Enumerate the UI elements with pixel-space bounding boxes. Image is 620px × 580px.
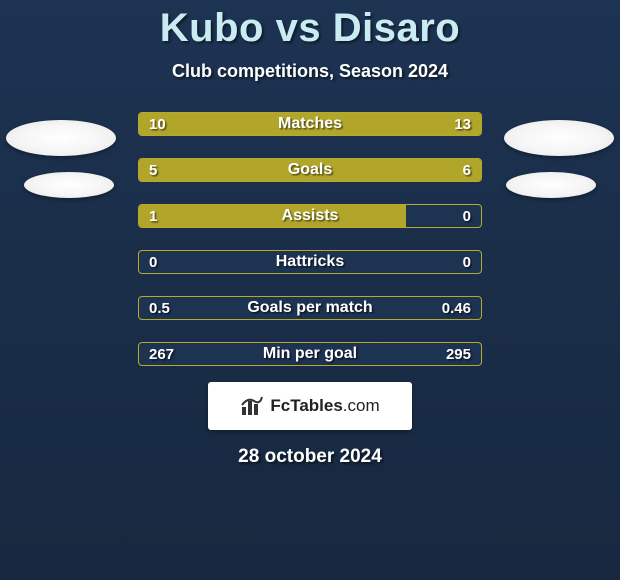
page-title: Kubo vs Disaro xyxy=(0,0,620,51)
stat-value-right: 0 xyxy=(453,205,481,227)
stat-metric-label: Hattricks xyxy=(139,251,481,273)
stat-value-right: 6 xyxy=(453,159,481,181)
stat-value-right: 0.46 xyxy=(432,297,481,319)
brand-text-light: .com xyxy=(343,396,380,415)
stat-value-left: 10 xyxy=(139,113,176,135)
stat-row: 1013Matches xyxy=(138,112,482,136)
player-right-avatar-2 xyxy=(506,172,596,198)
stat-fill-left xyxy=(139,205,406,227)
stat-value-left: 267 xyxy=(139,343,184,365)
brand-text-strong: FcTables xyxy=(270,396,342,415)
stat-value-right: 295 xyxy=(436,343,481,365)
stat-row: 0 0Hattricks xyxy=(138,250,482,274)
comparison-stage: 1013Matches56Goals10Assists00Hattricks0.… xyxy=(0,112,620,468)
page-subtitle: Club competitions, Season 2024 xyxy=(0,61,620,82)
footer-date: 28 october 2024 xyxy=(0,446,620,468)
player-left-avatar-2 xyxy=(24,172,114,198)
stat-value-left: 1 xyxy=(139,205,167,227)
stat-value-right: 0 xyxy=(453,251,481,273)
brand-text: FcTables.com xyxy=(270,396,379,416)
stat-bars: 1013Matches56Goals10Assists00Hattricks0.… xyxy=(138,112,482,366)
player-left-avatar xyxy=(6,120,116,156)
stat-value-left: 0 xyxy=(139,251,167,273)
stat-row: 267 295Min per goal xyxy=(138,342,482,366)
player-right-avatar xyxy=(504,120,614,156)
stat-row: 0.5 0.46Goals per match xyxy=(138,296,482,320)
stat-value-left: 0.5 xyxy=(139,297,180,319)
stat-row: 56Goals xyxy=(138,158,482,182)
stat-row: 10Assists xyxy=(138,204,482,228)
brand-bars-icon xyxy=(240,395,264,417)
stat-metric-label: Goals per match xyxy=(139,297,481,319)
stat-value-right: 13 xyxy=(444,113,481,135)
brand-badge: FcTables.com xyxy=(208,382,412,430)
stat-value-left: 5 xyxy=(139,159,167,181)
stat-metric-label: Min per goal xyxy=(139,343,481,365)
